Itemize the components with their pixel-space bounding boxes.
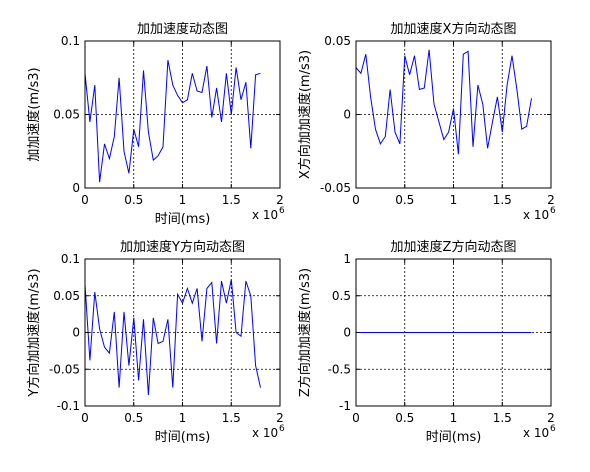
- y-axis-label: 加加速度(m/s3): [26, 67, 42, 161]
- y-tick-label: 0.1: [61, 34, 80, 48]
- y-tick-label: 0.05: [53, 108, 80, 122]
- x-tick-label: 1.5: [493, 193, 512, 207]
- x-multiplier-label: x 10: [523, 426, 549, 440]
- subplot-2: 0 0.5 1 1.5 2-0.0500.05加加速度X方向动态图X方向加加速度(m/s…: [297, 21, 556, 222]
- x-tick-label: 1.5: [493, 411, 512, 425]
- y-tick-label: 0.5: [332, 289, 351, 303]
- y-tick-label: -0.05: [320, 181, 351, 195]
- x-tick-label: 0: [352, 193, 360, 207]
- x-tick-label: 2: [276, 193, 284, 207]
- x-tick-label: 0: [352, 411, 360, 425]
- y-tick-label: -1: [339, 399, 351, 413]
- data-series-line: [84, 279, 261, 396]
- x-axis-label: 时间(ms): [426, 430, 482, 445]
- y-tick-label: 1: [343, 252, 351, 266]
- x-tick-label: 0: [81, 411, 89, 425]
- y-tick-label: 0: [72, 326, 80, 340]
- x-tick-label: 0.5: [395, 193, 414, 207]
- x-multiplier-label: x 10: [252, 426, 278, 440]
- x-tick-label: 0: [81, 193, 89, 207]
- x-tick-label: 1.5: [222, 411, 241, 425]
- x-tick-label: 2: [547, 411, 555, 425]
- y-tick-label: 0.1: [61, 252, 80, 266]
- x-axis-label: 时间(ms): [155, 430, 211, 445]
- y-tick-label: 0: [343, 108, 351, 122]
- chart-title: 加加速度Z方向动态图: [391, 239, 517, 255]
- x-multiplier-exponent: 6: [279, 206, 285, 216]
- x-tick-label: 0.5: [395, 411, 414, 425]
- x-tick-label: 1: [450, 193, 458, 207]
- y-axis-label: Y方向加加速度(m/s3): [26, 268, 42, 397]
- x-multiplier-exponent: 6: [550, 424, 556, 434]
- x-tick-label: 0.5: [124, 411, 143, 425]
- subplot-3: 0 0.5 1 1.5 2 -0.1 -0.05 0 0.05 0.1 加加速度Y方向动态图时间(m…: [26, 239, 285, 445]
- data-series-line: [355, 49, 532, 155]
- y-tick-label: 0.05: [324, 34, 351, 48]
- x-axis-label: 时间(ms): [155, 212, 211, 227]
- y-axis-label: Z方向加加速度(m/s3): [297, 268, 313, 397]
- y-tick-label: -0.1: [57, 399, 80, 413]
- x-tick-label: 1: [179, 193, 187, 207]
- x-multiplier-exponent: 6: [279, 424, 285, 434]
- y-tick-label: 0.05: [53, 289, 80, 303]
- y-tick-label: 0: [72, 181, 80, 195]
- x-multiplier-exponent: 6: [550, 206, 556, 216]
- y-tick-label: 0: [343, 326, 351, 340]
- x-multiplier-label: x 10: [523, 208, 549, 222]
- y-axis-label: X方向加加速度(m/s3): [297, 50, 313, 179]
- y-tick-label: -0.05: [49, 362, 80, 376]
- y-tick-label: -0.5: [328, 362, 351, 376]
- data-series-line: [84, 60, 261, 183]
- chart-title: 加加速度动态图: [137, 21, 228, 37]
- x-tick-label: 2: [276, 411, 284, 425]
- x-tick-label: 1.5: [222, 193, 241, 207]
- x-tick-label: 1: [179, 411, 187, 425]
- x-multiplier-label: x 10: [252, 208, 278, 222]
- chart-title: 加加速度X方向动态图: [391, 21, 517, 37]
- chart-title: 加加速度Y方向动态图: [120, 239, 245, 255]
- x-tick-label: 2: [547, 193, 555, 207]
- x-tick-label: 1: [450, 411, 458, 425]
- x-tick-label: 0.5: [124, 193, 143, 207]
